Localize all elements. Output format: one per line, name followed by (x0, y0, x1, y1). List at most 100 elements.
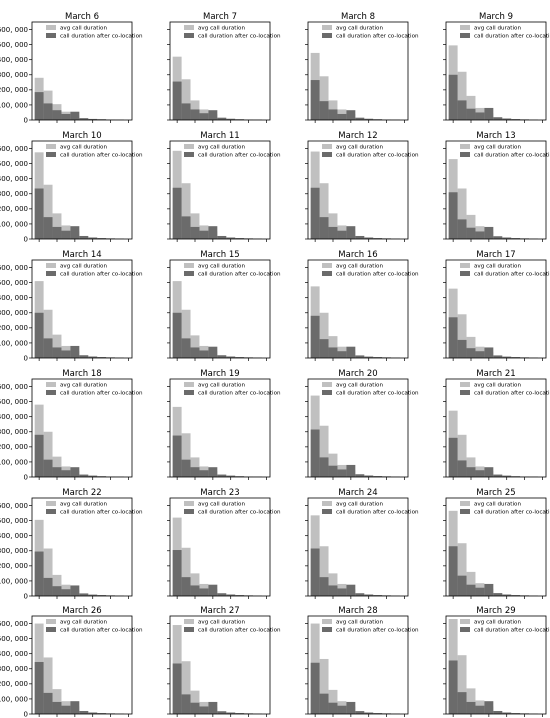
subplot-title: March 27 (200, 606, 239, 616)
y-tick-label: 400, 000 (0, 175, 28, 183)
after-colocation-bar (52, 586, 62, 596)
x-tick-label: 400 (81, 717, 96, 718)
after-colocation-bar (61, 350, 71, 358)
after-colocation-bar (493, 236, 503, 239)
legend-label-after: call duration after co-location (336, 391, 419, 397)
after-colocation-bar (319, 217, 329, 239)
legend-swatch-after (322, 152, 332, 157)
after-colocation-bar (355, 593, 365, 596)
after-colocation-bar (52, 347, 62, 358)
after-colocation-bar (208, 584, 218, 596)
axes-frame (31, 615, 133, 715)
legend-swatch-avg (46, 619, 56, 624)
subplot-march-21: March 21 avg call duration call duration a… (443, 369, 550, 480)
legend-label-after: call duration after co-location (336, 272, 419, 278)
after-colocation-bar (208, 226, 218, 239)
avg-duration-bar (190, 573, 200, 596)
after-colocation-bar (43, 692, 53, 714)
after-colocation-bar (88, 594, 98, 596)
after-colocation-bar (310, 548, 320, 596)
after-colocation-bar (217, 117, 227, 120)
legend-swatch-after (46, 271, 56, 276)
avg-duration-bar (43, 309, 53, 358)
legend-swatch-after (460, 509, 470, 514)
after-colocation-bar (310, 187, 320, 239)
after-colocation-bar (97, 595, 107, 596)
after-colocation-bar (208, 110, 218, 120)
after-colocation-bar (466, 584, 476, 596)
legend-swatch-after (460, 627, 470, 632)
avg-duration-bar (328, 573, 338, 596)
after-colocation-bar (448, 546, 458, 596)
after-colocation-bar (79, 474, 89, 477)
y-tick-label: 300, 000 (0, 71, 28, 79)
y-tick-label: 400, 000 (0, 294, 28, 302)
after-colocation-bar (79, 710, 89, 714)
subplot-march-18: March 18 0 100, 000 200, 000 300, 000 400, 00… (0, 369, 143, 481)
legend-swatch-after (184, 509, 194, 514)
legend-swatch-avg (184, 144, 194, 149)
after-colocation-bar (448, 660, 458, 714)
after-colocation-bar (61, 230, 71, 239)
axes-frame (445, 21, 547, 121)
subplot-title: March 6 (65, 12, 99, 22)
after-colocation-bar (373, 238, 383, 239)
after-colocation-bar (199, 350, 209, 358)
legend-label-after: call duration after co-location (336, 34, 419, 40)
legend-swatch-avg (460, 263, 470, 268)
y-tick-label: 200, 000 (0, 205, 28, 213)
legend-label-after: call duration after co-location (336, 510, 419, 516)
x-tick-label: 200 (459, 717, 474, 718)
legend-swatch-after (184, 390, 194, 395)
y-tick-label: 400, 000 (0, 532, 28, 540)
legend-label-after: call duration after co-location (474, 153, 550, 159)
legend-label-after: call duration after co-location (198, 628, 281, 634)
after-colocation-bar (346, 464, 356, 477)
after-colocation-bar (355, 355, 365, 358)
after-colocation-bar (484, 226, 494, 239)
after-colocation-bar (484, 583, 494, 596)
y-tick-label: 200, 000 (0, 443, 28, 451)
after-colocation-bar (97, 713, 107, 714)
legend-label-after: call duration after co-location (60, 510, 143, 516)
legend-label-after: call duration after co-location (474, 628, 550, 634)
after-colocation-bar (484, 347, 494, 358)
legend-swatch-after (460, 390, 470, 395)
after-colocation-bar (190, 467, 200, 477)
legend-label-after: call duration after co-location (336, 628, 419, 634)
legend-swatch-avg (460, 382, 470, 387)
after-colocation-bar (448, 317, 458, 358)
avg-duration-bar (190, 335, 200, 358)
x-tick-label: 500 (99, 717, 114, 718)
after-colocation-bar (475, 705, 485, 714)
legend-label-avg: avg call duration (198, 26, 245, 32)
avg-duration-bar (328, 689, 338, 714)
avg-duration-bar (181, 183, 191, 239)
subplot-march-27: March 27100200300400500600Duration (sec)… (165, 606, 281, 718)
axes-frame (307, 140, 409, 240)
subplot-title: March 19 (200, 369, 239, 379)
avg-duration-bar (457, 71, 467, 120)
after-colocation-bar (217, 474, 227, 477)
subplot-march-10: March 10 0 100, 000 200, 000 300, 000 400, 00… (0, 131, 143, 243)
avg-duration-bar (181, 309, 191, 358)
avg-duration-bar (319, 546, 329, 596)
subplot-title: March 16 (338, 250, 377, 260)
after-colocation-bar (79, 235, 89, 239)
after-colocation-bar (502, 118, 512, 120)
legend-label-after: call duration after co-location (474, 272, 550, 278)
after-colocation-bar (34, 92, 44, 120)
legend-label-after: call duration after co-location (60, 391, 143, 397)
legend-swatch-after (184, 152, 194, 157)
legend-label-avg: avg call duration (474, 620, 521, 626)
after-colocation-bar (43, 459, 53, 477)
after-colocation-bar (52, 226, 62, 239)
y-tick-label: 600, 000 (0, 383, 28, 391)
legend-swatch-avg (46, 144, 56, 149)
after-colocation-bar (319, 457, 329, 477)
after-colocation-bar (52, 701, 62, 714)
legend-label-avg: avg call duration (198, 383, 245, 389)
y-tick-label: 0 (24, 592, 28, 600)
x-tick-label: 200 (183, 717, 198, 718)
axes-frame (31, 259, 133, 359)
